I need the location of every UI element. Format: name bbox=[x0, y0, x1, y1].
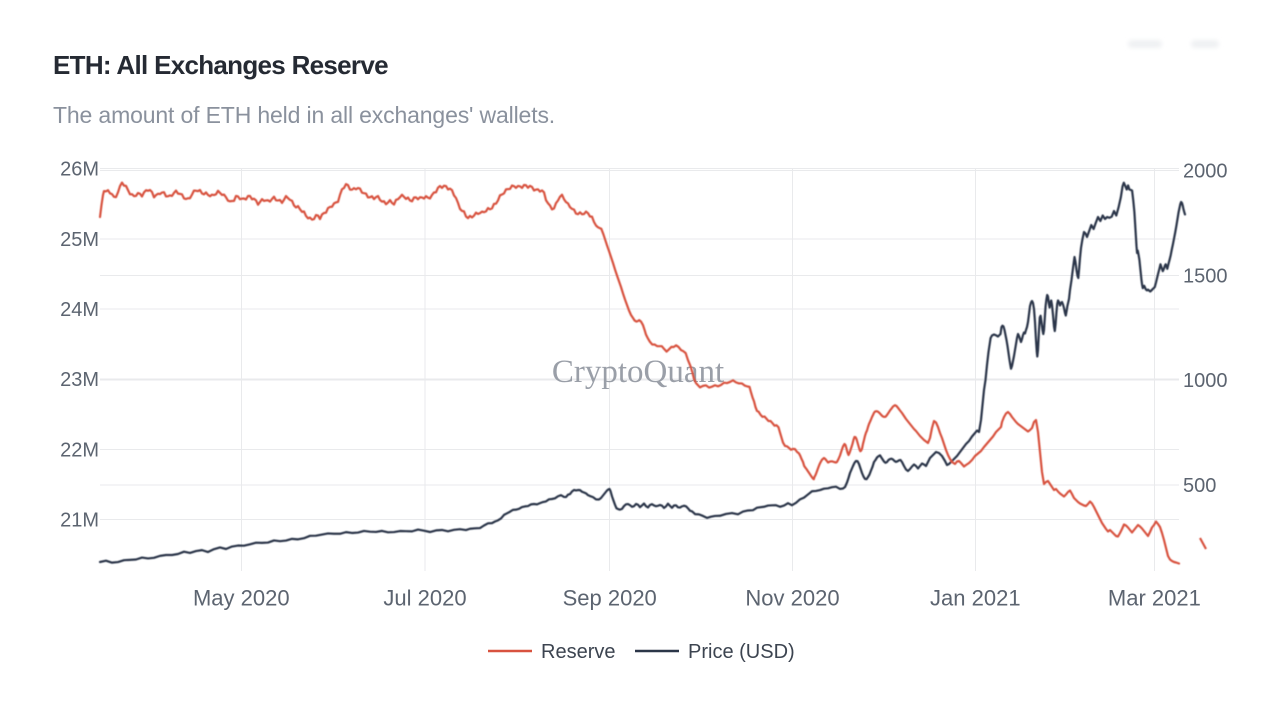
svg-text:1000: 1000 bbox=[1183, 370, 1228, 392]
svg-text:21M: 21M bbox=[60, 510, 99, 532]
svg-text:23M: 23M bbox=[60, 369, 99, 391]
svg-text:1500: 1500 bbox=[1183, 265, 1228, 287]
svg-text:Sep 2020: Sep 2020 bbox=[563, 586, 657, 611]
svg-text:26M: 26M bbox=[60, 159, 99, 181]
svg-text:Price (USD): Price (USD) bbox=[688, 641, 795, 663]
svg-text:Jul 2020: Jul 2020 bbox=[383, 586, 466, 611]
svg-text:May 2020: May 2020 bbox=[193, 586, 290, 611]
svg-text:Nov 2020: Nov 2020 bbox=[745, 586, 839, 611]
svg-text:24M: 24M bbox=[60, 299, 99, 321]
svg-text:25M: 25M bbox=[60, 229, 99, 251]
svg-text:500: 500 bbox=[1183, 475, 1216, 497]
svg-text:Reserve: Reserve bbox=[541, 641, 615, 663]
svg-text:Mar 2021: Mar 2021 bbox=[1108, 586, 1201, 611]
svg-text:2000: 2000 bbox=[1183, 161, 1228, 183]
svg-text:Jan 2021: Jan 2021 bbox=[930, 586, 1021, 611]
svg-text:22M: 22M bbox=[60, 439, 99, 461]
